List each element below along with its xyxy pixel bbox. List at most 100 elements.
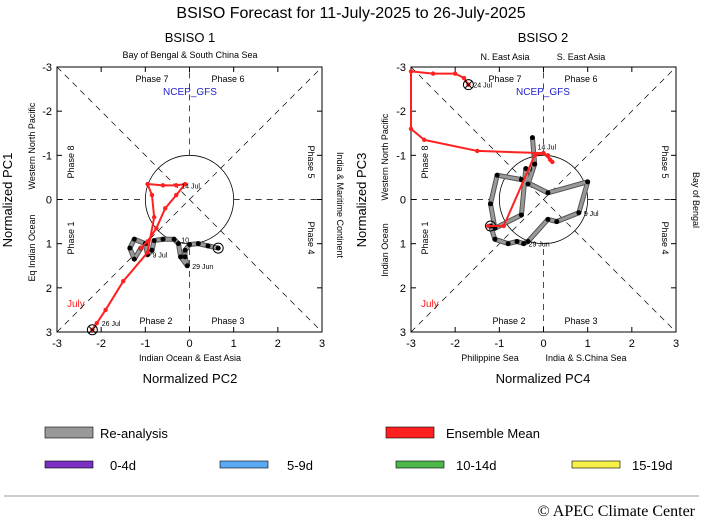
x-tick-label: -1 (494, 338, 504, 350)
ensemble-point (145, 239, 150, 244)
x-tick-label: 0 (186, 338, 192, 350)
panel1-region-right: India & Maritime Continent (335, 152, 345, 259)
x-tick-label: -2 (450, 338, 460, 350)
footer-credit: © APEC Climate Center (538, 503, 696, 519)
legend-lead-0-4d-label: 0-4d (110, 458, 136, 473)
ensemble-point (103, 307, 108, 313)
panel2-region-bottom-right: India & S.China Sea (545, 353, 626, 363)
reanalysis-point (182, 247, 188, 253)
ensemble-point (545, 153, 551, 158)
reanalysis-point (518, 212, 524, 218)
panel1-phase4: Phase 4 (306, 221, 316, 254)
panel1-source-label: NCEP_GFS (163, 87, 217, 98)
y-tick-label: -3 (42, 62, 52, 74)
y-tick-label: 3 (400, 327, 406, 339)
end-marker (462, 79, 474, 91)
panel1-subtitle: BSISO 1 (165, 30, 216, 45)
reanalysis-point (525, 181, 531, 187)
legend-lead-0-4d-swatch (44, 460, 94, 469)
panel1-phase1: Phase 1 (66, 221, 76, 254)
x-tick-label: -2 (96, 338, 106, 350)
panel1-phase2: Phase 2 (139, 316, 172, 326)
panel1-phase6: Phase 6 (211, 74, 244, 84)
y-tick-label: 0 (400, 195, 406, 207)
reanalysis-point (545, 190, 551, 196)
legend-ensemble-swatch (385, 426, 435, 439)
date-label: 14 Jul (537, 145, 556, 152)
reanalysis-point (554, 219, 560, 225)
ensemble-point (461, 75, 467, 81)
ensemble-point (408, 126, 414, 132)
reanalysis-point (149, 247, 155, 253)
legend-reanalysis-label: Re-analysis (100, 426, 168, 441)
panel1-month-label: July (67, 299, 85, 310)
y-tick-label: -1 (396, 150, 406, 162)
reanalysis-point (585, 179, 591, 185)
reanalysis-point (182, 254, 188, 260)
ensemble-point (182, 181, 188, 187)
date-label: 24 Jul (473, 83, 492, 90)
date-label: 14 Jul (181, 183, 200, 190)
panel1-phase5: Phase 5 (306, 145, 316, 178)
panel1-region-top: Bay of Bengal & South China Sea (122, 50, 257, 60)
ensemble-point (174, 192, 179, 198)
reanalysis-point (205, 243, 211, 249)
reanalysis-point (131, 256, 137, 262)
ensemble-point (151, 214, 157, 220)
ensemble-point (145, 181, 150, 187)
panel1-region-bottom: Indian Ocean & East Asia (139, 353, 241, 363)
y-tick-label: -2 (42, 106, 52, 118)
x-tick-label: 3 (673, 338, 679, 350)
panel2-month-label: July (421, 299, 439, 310)
ensemble-point (501, 223, 506, 229)
start-marker (212, 242, 224, 254)
legend-lead-10-14d-swatch (395, 460, 445, 469)
end-marker (86, 324, 98, 336)
reanalysis-point (529, 135, 535, 141)
ensemble-point (452, 71, 458, 76)
x-tick-label: 1 (231, 338, 237, 350)
reanalysis-point (215, 245, 221, 251)
ensemble-track (410, 70, 554, 227)
date-label: 9 (529, 167, 533, 174)
panel1-phase8: Phase 8 (66, 145, 76, 178)
reanalysis-point (523, 166, 529, 172)
x-tick-label: 1 (585, 338, 591, 350)
panel1-phase7: Phase 7 (135, 74, 168, 84)
y-tick-label: 1 (400, 239, 406, 251)
legend-lead-15-19d-swatch (571, 460, 621, 469)
panel2-phase1: Phase 1 (420, 221, 430, 254)
legend-ensemble-label: Ensemble Mean (446, 426, 540, 441)
x-tick-label: 2 (275, 338, 281, 350)
y-tick-label: 2 (46, 283, 52, 295)
ensemble-point (475, 148, 480, 154)
panel2-phase7: Phase 7 (488, 74, 521, 84)
reanalysis-point (492, 236, 498, 242)
panel2-phase2: Phase 2 (492, 316, 525, 326)
ensemble-point (121, 279, 126, 284)
reanalysis-point (525, 238, 531, 244)
diagonal-guide (56, 66, 323, 333)
reanalysis-point (514, 238, 520, 244)
ensemble-point (174, 183, 179, 188)
ensemble-point (430, 71, 436, 76)
date-label: 4 (172, 237, 176, 244)
x-tick-label: 3 (319, 338, 325, 350)
panel2-region-left-outer: Indian Ocean (380, 223, 390, 277)
reanalysis-point (494, 172, 500, 178)
panel2-phase4: Phase 4 (660, 221, 670, 254)
y-tick-label: -1 (42, 150, 52, 162)
date-label: 9 Jul (153, 253, 168, 260)
reanalysis-point (131, 236, 137, 242)
panel1-region-left-outer: Eq Indian Ocean (27, 214, 37, 281)
x-tick-label: -1 (140, 338, 150, 350)
date-label: 10 (181, 237, 189, 244)
ensemble-point (145, 250, 150, 255)
reanalysis-point (184, 263, 190, 269)
ensemble-point (532, 153, 537, 158)
reanalysis-point (151, 238, 157, 244)
panel2-phase3: Phase 3 (564, 316, 597, 326)
y-tick-label: -2 (396, 106, 406, 118)
